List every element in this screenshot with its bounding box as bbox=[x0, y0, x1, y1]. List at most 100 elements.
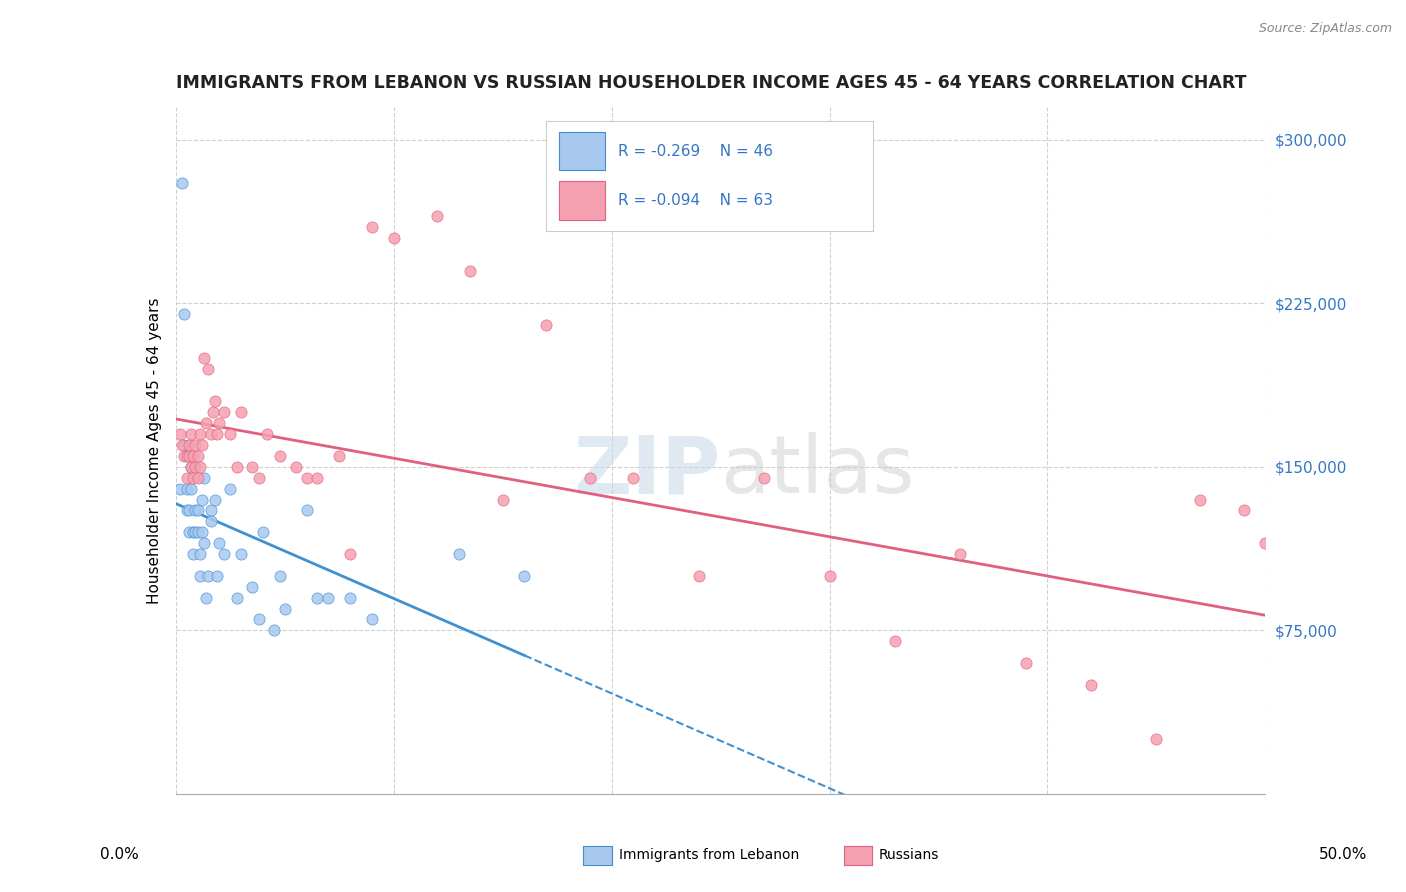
Point bbox=[263, 624, 285, 638]
Point bbox=[458, 263, 481, 277]
Point bbox=[212, 405, 235, 419]
Point bbox=[177, 449, 200, 463]
Point bbox=[186, 449, 209, 463]
Point bbox=[307, 471, 329, 485]
Text: 0.0%: 0.0% bbox=[100, 847, 139, 862]
Point bbox=[195, 416, 218, 430]
Point bbox=[212, 547, 235, 561]
Point bbox=[188, 459, 211, 474]
Point bbox=[225, 459, 247, 474]
Point bbox=[426, 209, 449, 223]
Point bbox=[208, 416, 231, 430]
Point bbox=[181, 471, 204, 485]
Point bbox=[225, 591, 247, 605]
Point bbox=[1189, 492, 1212, 507]
Point bbox=[201, 405, 224, 419]
Point bbox=[186, 503, 209, 517]
Point bbox=[884, 634, 907, 648]
Point bbox=[1080, 678, 1102, 692]
Point bbox=[204, 492, 226, 507]
Point bbox=[173, 438, 195, 452]
Point bbox=[191, 492, 214, 507]
Point bbox=[205, 427, 228, 442]
Point bbox=[173, 307, 195, 321]
Point bbox=[197, 569, 219, 583]
Point bbox=[688, 569, 710, 583]
Point bbox=[269, 569, 291, 583]
Point bbox=[1232, 503, 1256, 517]
Point bbox=[274, 601, 297, 615]
Point bbox=[181, 547, 204, 561]
Point bbox=[339, 591, 361, 605]
Point bbox=[382, 231, 405, 245]
Point bbox=[534, 318, 557, 332]
Point bbox=[180, 459, 202, 474]
Point bbox=[219, 427, 242, 442]
Point bbox=[256, 427, 278, 442]
Point bbox=[172, 438, 194, 452]
Point bbox=[818, 569, 841, 583]
Point bbox=[177, 503, 200, 517]
Text: atlas: atlas bbox=[721, 432, 915, 510]
Point bbox=[169, 427, 191, 442]
Point bbox=[1320, 591, 1343, 605]
Point bbox=[191, 525, 214, 540]
Point bbox=[240, 459, 263, 474]
Point bbox=[200, 514, 222, 528]
Point bbox=[197, 361, 219, 376]
Point bbox=[754, 471, 776, 485]
Point bbox=[360, 612, 382, 626]
Point bbox=[205, 569, 228, 583]
Point bbox=[318, 591, 340, 605]
Point bbox=[247, 612, 270, 626]
Point bbox=[1144, 732, 1167, 747]
Point bbox=[172, 177, 194, 191]
Point bbox=[240, 580, 263, 594]
Point bbox=[180, 482, 202, 496]
Point bbox=[1298, 612, 1320, 626]
Point bbox=[231, 405, 253, 419]
Point bbox=[219, 482, 242, 496]
Point bbox=[184, 503, 207, 517]
Point bbox=[176, 449, 198, 463]
Point bbox=[191, 438, 214, 452]
Point bbox=[200, 427, 222, 442]
Point bbox=[181, 449, 204, 463]
Point bbox=[195, 591, 218, 605]
Point bbox=[177, 525, 200, 540]
Point bbox=[176, 503, 198, 517]
Point bbox=[184, 525, 207, 540]
Point bbox=[169, 482, 191, 496]
Point bbox=[1364, 667, 1386, 681]
Point bbox=[513, 569, 536, 583]
Text: 50.0%: 50.0% bbox=[1319, 847, 1367, 862]
Point bbox=[200, 503, 222, 517]
Point bbox=[180, 459, 202, 474]
Text: Source: ZipAtlas.com: Source: ZipAtlas.com bbox=[1258, 22, 1392, 36]
Point bbox=[360, 219, 382, 234]
Point bbox=[949, 547, 972, 561]
Y-axis label: Householder Income Ages 45 - 64 years: Householder Income Ages 45 - 64 years bbox=[146, 297, 162, 604]
Point bbox=[193, 536, 215, 550]
Point bbox=[204, 394, 226, 409]
Point bbox=[181, 525, 204, 540]
Point bbox=[295, 471, 318, 485]
Point bbox=[231, 547, 253, 561]
Point bbox=[252, 525, 274, 540]
Point bbox=[193, 471, 215, 485]
Text: Immigrants from Lebanon: Immigrants from Lebanon bbox=[619, 848, 799, 863]
Point bbox=[247, 471, 270, 485]
Point bbox=[176, 482, 198, 496]
Point bbox=[492, 492, 515, 507]
Point bbox=[188, 569, 211, 583]
Point bbox=[208, 536, 231, 550]
Point bbox=[621, 471, 644, 485]
Point bbox=[186, 525, 209, 540]
Text: ZIP: ZIP bbox=[574, 432, 721, 510]
Point bbox=[447, 547, 470, 561]
Point bbox=[186, 471, 209, 485]
Point bbox=[307, 591, 329, 605]
Point bbox=[328, 449, 350, 463]
Point bbox=[173, 449, 195, 463]
Point bbox=[180, 427, 202, 442]
